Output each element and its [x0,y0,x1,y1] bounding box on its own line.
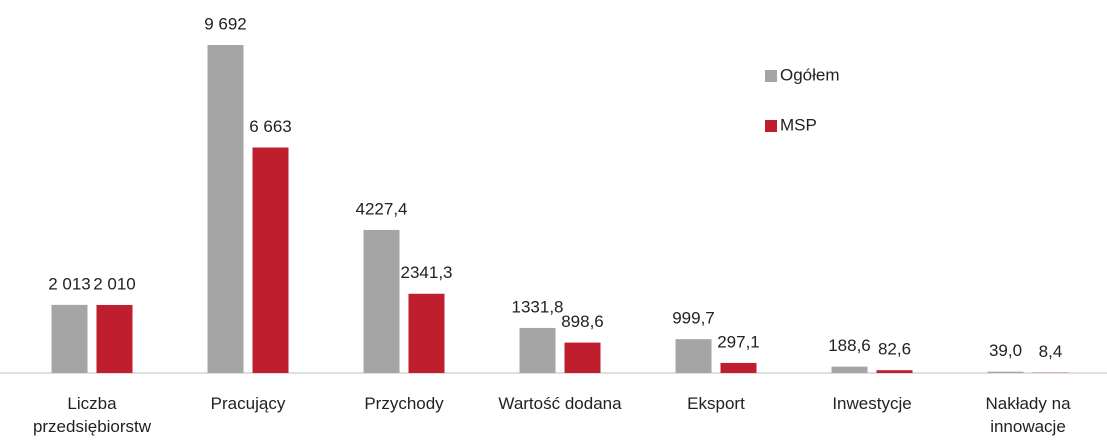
x-tick-label: Eksport [687,394,745,413]
bar [720,362,757,373]
value-label: 1331,8 [512,297,564,316]
value-label: 8,4 [1039,342,1063,361]
bar [675,339,712,373]
value-label: 82,6 [878,340,911,359]
bar [408,293,445,373]
value-label: 39,0 [989,341,1022,360]
value-label: 6 663 [249,117,292,136]
bar [363,229,400,373]
legend-swatch [765,120,777,132]
bar [519,327,556,373]
x-tick-label: Nakłady na innowacje [985,394,1071,436]
x-tick-label: Inwestycje [832,394,912,413]
value-label: 188,6 [828,336,871,355]
bar [207,45,244,373]
legend-label: Ogółem [780,65,840,84]
value-label: 4227,4 [356,199,408,218]
x-tick-label: Przychody [364,394,444,413]
legend-swatch [765,70,777,82]
bar [876,370,913,373]
bar [96,304,133,373]
bar [987,371,1024,373]
legend-label: MSP [780,115,817,134]
bar [831,366,868,373]
value-label: 2 010 [93,274,136,293]
value-label: 898,6 [561,312,604,331]
x-tick-label: Wartość dodana [498,394,622,413]
value-label: 9 692 [204,14,247,33]
bar [252,147,289,373]
bar [564,342,601,373]
x-tick-label: Pracujący [210,394,286,413]
value-label: 297,1 [717,332,760,351]
value-label: 2 013 [48,274,91,293]
x-tick-label: Liczba przedsiębiorstw [32,394,152,436]
bar [51,304,88,373]
value-label: 2341,3 [401,263,453,282]
value-label: 999,7 [672,309,715,328]
